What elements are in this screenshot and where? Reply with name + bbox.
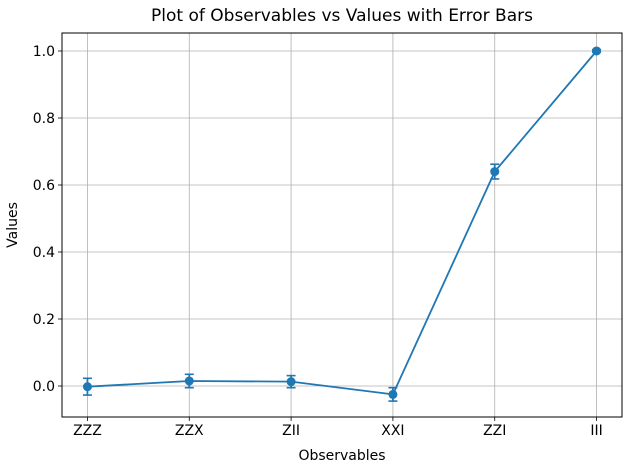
x-tick-label: III (590, 423, 602, 439)
x-tick-label: ZZX (175, 423, 204, 439)
data-point (184, 376, 194, 386)
x-axis-label: Observables (298, 448, 385, 464)
y-axis-label: Values (5, 202, 21, 248)
x-tick-label: ZZZ (73, 423, 102, 439)
data-line (86, 50, 598, 396)
y-tick-label: 1.0 (33, 44, 55, 60)
data-point (490, 167, 500, 177)
x-tick-label: ZII (282, 423, 300, 439)
y-tick-label: 0.2 (33, 312, 55, 328)
x-tick-label: ZZI (483, 423, 506, 439)
y-tick-label: 0.4 (33, 245, 55, 261)
y-tick-label: 0.0 (33, 379, 55, 395)
plot-border (61, 32, 623, 418)
data-point (592, 46, 602, 56)
y-tick-label: 0.8 (33, 111, 55, 127)
data-point (82, 382, 92, 392)
chart-title: Plot of Observables vs Values with Error… (151, 6, 533, 26)
data-point (286, 377, 296, 387)
y-tick-label: 0.6 (33, 178, 55, 194)
x-tick-label: XXI (381, 423, 404, 439)
plot-root: ZZZ ZZX ZII XXI ZZI III 0.0 0.2 0.4 0.6 0.8 1.0 (33, 32, 623, 439)
data-point (388, 389, 398, 399)
